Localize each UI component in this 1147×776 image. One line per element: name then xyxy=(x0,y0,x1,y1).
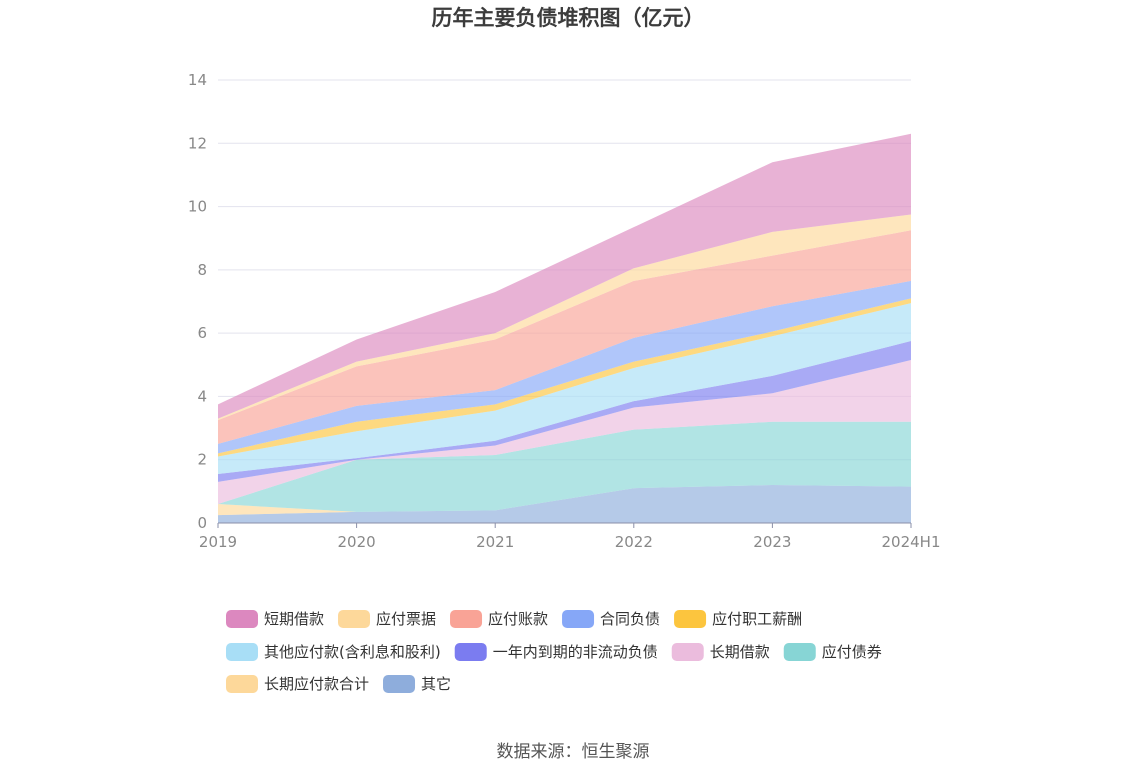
legend-item[interactable]: 长期借款 xyxy=(671,643,770,661)
legend-item[interactable]: 应付账款 xyxy=(450,610,548,628)
area-series-0 xyxy=(218,485,911,523)
legend-label: 应付债券 xyxy=(822,643,882,661)
legend-label: 合同负债 xyxy=(600,610,660,628)
legend-swatch xyxy=(562,610,595,628)
y-tick-label: 2 xyxy=(197,451,207,469)
area-series-7 xyxy=(218,280,911,454)
legend-swatch xyxy=(671,643,704,661)
legend-item[interactable]: 其他应付款(含利息和股利) xyxy=(226,643,441,661)
legend-item[interactable]: 短期借款 xyxy=(226,610,324,628)
legend-item[interactable]: 合同负债 xyxy=(562,610,660,628)
legend-swatch xyxy=(226,675,258,693)
area-series-1 xyxy=(218,485,911,516)
source-note: 数据来源：恒生聚源 xyxy=(497,742,650,762)
legend-swatch xyxy=(383,675,416,693)
x-tick-label: 2024H1 xyxy=(882,533,941,551)
x-tick-label: 2020 xyxy=(338,533,376,551)
y-tick-label: 14 xyxy=(188,71,207,89)
axes: 0 2 4 6 8 10 12 14 2019 2020 2021 2022 2023 2024H1 xyxy=(188,71,941,551)
legend-item[interactable]: 长期应付款合计 xyxy=(226,675,369,693)
area-series-4 xyxy=(218,341,911,482)
legend-label: 长期借款 xyxy=(710,643,770,661)
chart-title: 历年主要负债堆积图（亿元） xyxy=(432,6,705,30)
y-tick-label: 10 xyxy=(188,198,207,216)
legend-item[interactable]: 应付职工薪酬 xyxy=(674,610,802,628)
legend-swatch xyxy=(450,610,483,628)
legend-label: 其他应付款(含利息和股利) xyxy=(264,643,441,661)
x-tick-label: 2021 xyxy=(476,533,514,551)
legend-label: 其它 xyxy=(421,675,451,693)
legend-swatch xyxy=(783,643,816,661)
legend-item[interactable]: 一年内到期的非流动负债 xyxy=(454,643,658,661)
legend-swatch xyxy=(226,643,258,661)
area-series-5 xyxy=(218,303,911,474)
x-tick-label: 2022 xyxy=(615,533,653,551)
legend-swatch xyxy=(338,610,371,628)
y-tick-label: 0 xyxy=(197,514,207,532)
y-tick-label: 4 xyxy=(197,387,207,405)
legend-label: 长期应付款合计 xyxy=(264,675,369,693)
y-tick-label: 6 xyxy=(197,324,207,342)
area-series-6 xyxy=(218,298,911,457)
legend-item[interactable]: 其它 xyxy=(383,675,451,693)
x-tick-label: 2023 xyxy=(753,533,791,551)
legend-swatch xyxy=(454,643,487,661)
legend-swatch xyxy=(226,610,258,628)
area-series-2 xyxy=(218,421,911,512)
area-series-9 xyxy=(218,214,911,421)
area-series-10 xyxy=(218,133,911,419)
legend-item[interactable]: 应付债券 xyxy=(783,643,882,661)
legend-label: 应付职工薪酬 xyxy=(712,610,802,628)
legend-label: 应付票据 xyxy=(376,610,436,628)
legend-label: 应付账款 xyxy=(488,610,548,628)
legend-item[interactable]: 应付票据 xyxy=(338,610,436,628)
legend-label: 短期借款 xyxy=(264,610,324,628)
area-series-8 xyxy=(218,230,911,444)
area-series-3 xyxy=(218,360,911,505)
y-tick-label: 8 xyxy=(197,261,207,279)
legend-label: 一年内到期的非流动负债 xyxy=(493,643,658,661)
x-tick-label: 2019 xyxy=(199,533,237,551)
y-tick-label: 12 xyxy=(188,134,207,152)
legend-swatch xyxy=(674,610,707,628)
plot-area xyxy=(218,133,911,523)
